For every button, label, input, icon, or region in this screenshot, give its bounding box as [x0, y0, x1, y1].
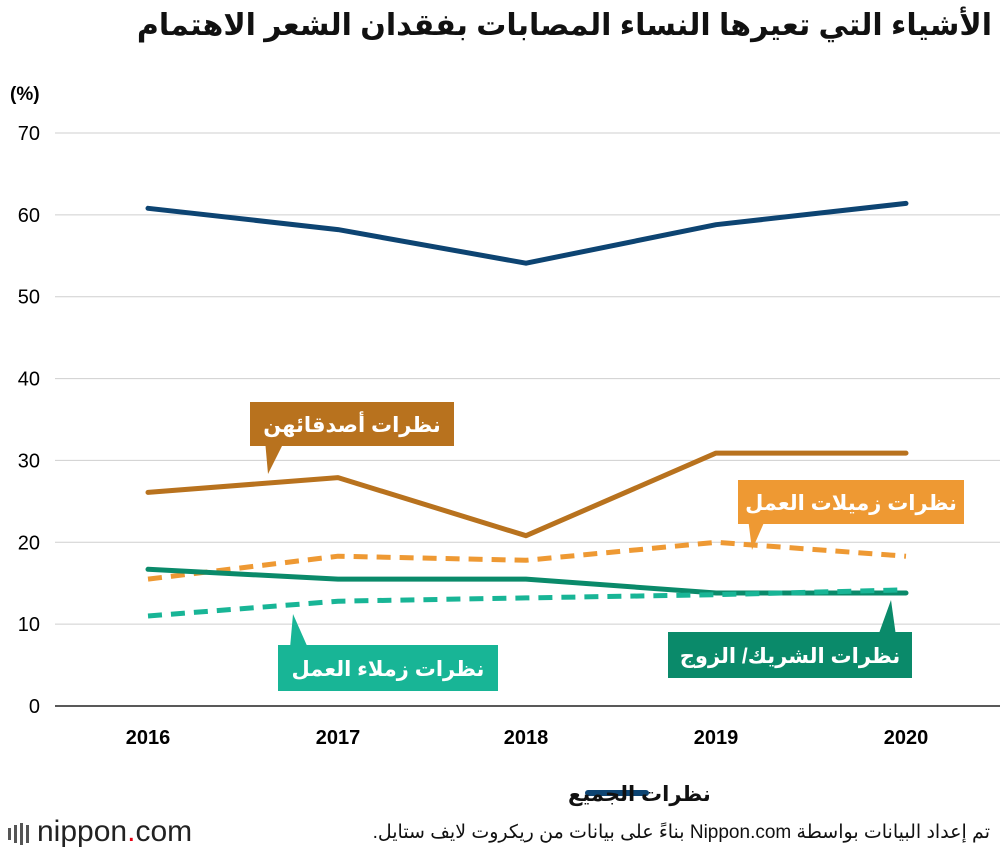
source-note: تم إعداد البيانات بواسطة Nippon.com بناء…	[372, 822, 990, 843]
y-tick-label: 20	[18, 532, 40, 554]
callout-partner-label: نظرات الشريك/ الزوج	[680, 645, 901, 669]
x-tick-label: 2016	[126, 727, 171, 749]
series-line-female_coworkers	[147, 539, 907, 582]
series-line-partner	[145, 566, 909, 596]
callout-male-coworkers-label: نظرات زملاء العمل	[292, 658, 485, 681]
logo-bars-icon	[8, 820, 29, 845]
callout-friends-box	[250, 402, 454, 446]
y-tick-label: 40	[18, 369, 40, 391]
y-tick-label: 30	[18, 450, 40, 472]
series-line-friends	[145, 450, 909, 539]
series-lines	[145, 200, 909, 619]
callout-friends: نظرات أصدقائهن	[250, 402, 454, 474]
callout-male-coworkers-box	[278, 645, 498, 691]
x-tick-label: 2019	[694, 727, 739, 749]
y-tick-label: 60	[18, 205, 40, 227]
grid-lines	[55, 132, 1000, 707]
callout-male-coworkers: نظرات زملاء العمل	[278, 614, 498, 691]
y-tick-label: 10	[18, 614, 40, 636]
x-tick-label: 2020	[884, 727, 929, 749]
callout-partner-pointer	[878, 600, 896, 636]
y-tick-label: 50	[18, 287, 40, 309]
callout-friends-label: نظرات أصدقائهن	[263, 410, 440, 437]
callout-partner-box	[668, 632, 912, 678]
callout-male-coworkers-pointer	[290, 614, 308, 648]
callout-female-coworkers-box	[738, 480, 964, 524]
callout-female-coworkers: نظرات زميلات العمل	[738, 480, 964, 550]
nippon-logo: nippon. com	[8, 815, 192, 849]
y-tick-label: 0	[29, 696, 40, 718]
callout-friends-pointer	[265, 440, 285, 474]
callout-female-coworkers-pointer	[748, 518, 766, 550]
legend-label-all: نظرات الجميع	[568, 783, 711, 806]
series-line-male_coworkers	[147, 587, 907, 619]
x-tick-labels: 2016 2017 2018 2019 2020	[126, 727, 929, 749]
callout-partner: نظرات الشريك/ الزوج	[668, 600, 912, 678]
logo-dot: .	[127, 815, 136, 848]
y-tick-labels: 0 10 20 30 40 50 60 70	[18, 123, 40, 718]
x-tick-label: 2017	[316, 727, 361, 749]
legend: نظرات الجميع	[568, 783, 711, 806]
callout-female-coworkers-label: نظرات زميلات العمل	[745, 492, 957, 515]
logo-tld: com	[135, 815, 193, 848]
chart-title: الأشياء التي تعيرها النساء المصابات بفقد…	[136, 9, 992, 42]
y-axis-unit-label: (%)	[10, 84, 40, 105]
x-tick-label: 2018	[504, 727, 549, 749]
series-line-all	[145, 200, 909, 266]
y-tick-label: 70	[18, 123, 40, 145]
logo-name: nippon	[37, 815, 128, 848]
